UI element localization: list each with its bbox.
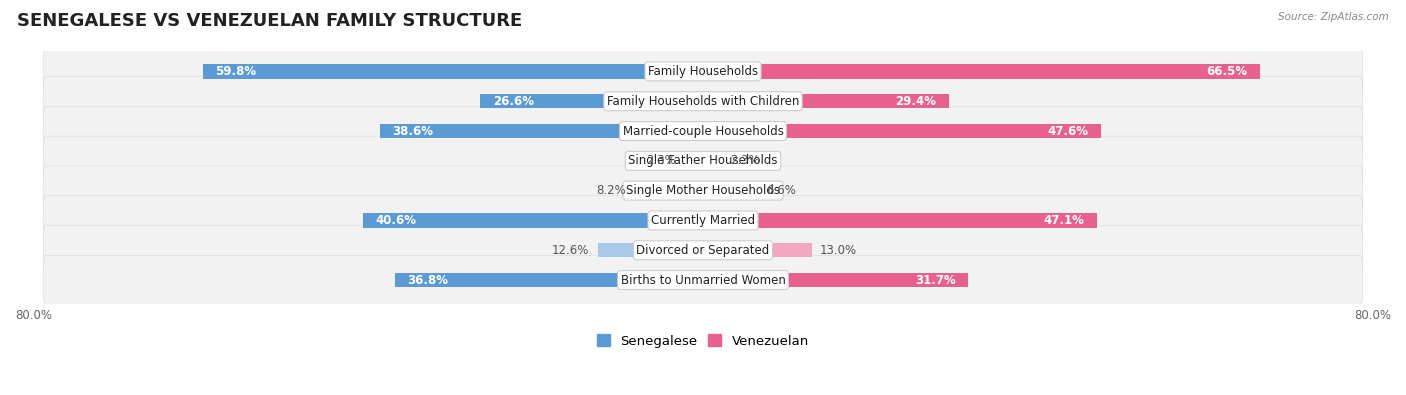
FancyBboxPatch shape — [44, 47, 1362, 96]
Text: Family Households: Family Households — [648, 65, 758, 78]
Text: Divorced or Separated: Divorced or Separated — [637, 244, 769, 257]
Text: 2.3%: 2.3% — [731, 154, 761, 167]
Text: 59.8%: 59.8% — [215, 65, 256, 78]
Bar — [683, 154, 703, 168]
Bar — [481, 94, 703, 108]
Bar — [634, 183, 703, 198]
Text: Family Households with Children: Family Households with Children — [607, 95, 799, 108]
Text: 31.7%: 31.7% — [915, 274, 956, 286]
Text: Single Father Households: Single Father Households — [628, 154, 778, 167]
Text: 47.6%: 47.6% — [1047, 124, 1088, 137]
Bar — [363, 213, 703, 228]
FancyBboxPatch shape — [44, 166, 1362, 215]
Text: 2.3%: 2.3% — [645, 154, 675, 167]
Text: Currently Married: Currently Married — [651, 214, 755, 227]
Text: Source: ZipAtlas.com: Source: ZipAtlas.com — [1278, 12, 1389, 22]
Bar — [703, 243, 811, 258]
FancyBboxPatch shape — [44, 106, 1362, 156]
Text: SENEGALESE VS VENEZUELAN FAMILY STRUCTURE: SENEGALESE VS VENEZUELAN FAMILY STRUCTUR… — [17, 12, 522, 30]
Bar — [703, 94, 949, 108]
FancyBboxPatch shape — [44, 196, 1362, 245]
Text: 6.6%: 6.6% — [766, 184, 796, 197]
Bar — [202, 64, 703, 79]
Text: 29.4%: 29.4% — [896, 95, 936, 108]
Bar — [703, 273, 969, 287]
Text: 66.5%: 66.5% — [1206, 65, 1247, 78]
Text: 8.2%: 8.2% — [596, 184, 626, 197]
Legend: Senegalese, Venezuelan: Senegalese, Venezuelan — [592, 329, 814, 353]
Text: Married-couple Households: Married-couple Households — [623, 124, 783, 137]
Text: Births to Unmarried Women: Births to Unmarried Women — [620, 274, 786, 286]
Text: 36.8%: 36.8% — [408, 274, 449, 286]
Text: Single Mother Households: Single Mother Households — [626, 184, 780, 197]
Text: 26.6%: 26.6% — [494, 95, 534, 108]
FancyBboxPatch shape — [44, 256, 1362, 305]
Bar — [598, 243, 703, 258]
FancyBboxPatch shape — [44, 77, 1362, 126]
Bar — [395, 273, 703, 287]
Bar — [703, 64, 1260, 79]
Bar — [703, 124, 1101, 138]
Text: 47.1%: 47.1% — [1043, 214, 1084, 227]
Text: 38.6%: 38.6% — [392, 124, 433, 137]
Bar — [703, 154, 723, 168]
Text: 12.6%: 12.6% — [551, 244, 589, 257]
FancyBboxPatch shape — [44, 136, 1362, 186]
Bar — [703, 183, 758, 198]
Bar — [380, 124, 703, 138]
Bar — [703, 213, 1097, 228]
Text: 40.6%: 40.6% — [375, 214, 416, 227]
Text: 13.0%: 13.0% — [820, 244, 858, 257]
FancyBboxPatch shape — [44, 226, 1362, 275]
